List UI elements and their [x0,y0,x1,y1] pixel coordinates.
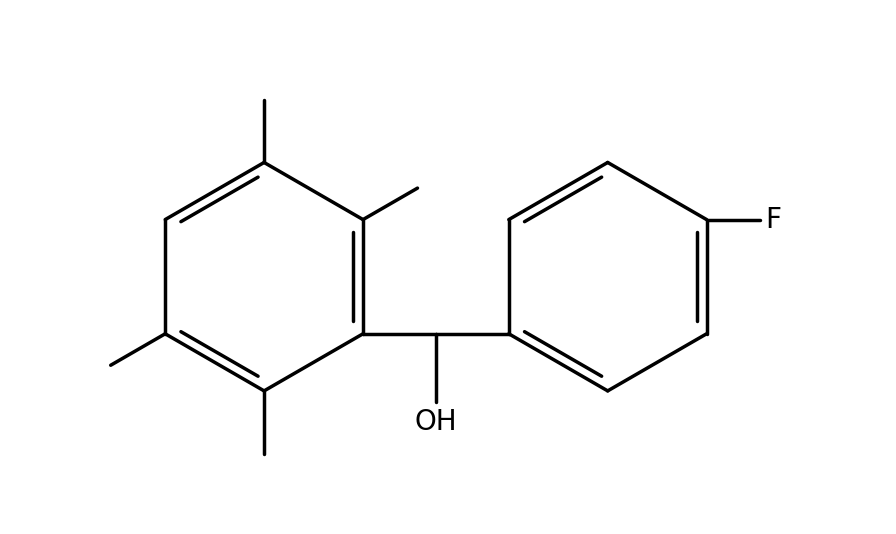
Text: OH: OH [415,409,457,436]
Text: F: F [766,206,781,233]
